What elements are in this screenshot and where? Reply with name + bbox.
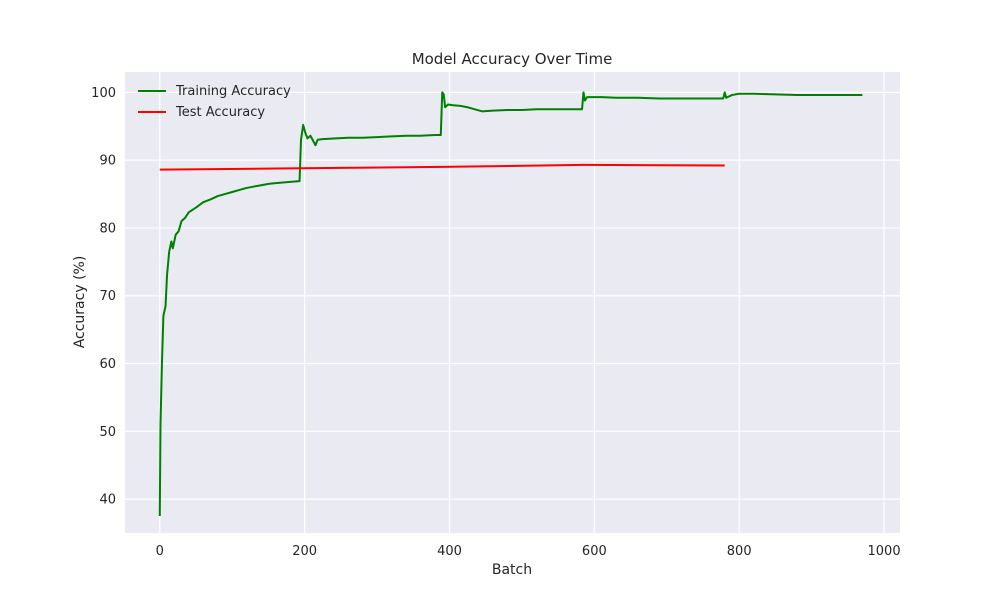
x-tick-label: 0 bbox=[156, 544, 164, 559]
series-lines bbox=[158, 91, 863, 517]
tick-labels: 0 200 400 600 800 1000 40 50 60 70 80 90 100 bbox=[91, 86, 900, 559]
chart-title: Model Accuracy Over Time bbox=[412, 50, 613, 68]
series-line-training-accuracy bbox=[158, 91, 863, 517]
y-tick-label: 90 bbox=[99, 154, 116, 169]
plot-background bbox=[125, 72, 900, 533]
y-tick-label: 50 bbox=[99, 425, 116, 440]
grid bbox=[125, 72, 900, 533]
legend-label-training: Training Accuracy bbox=[175, 84, 291, 99]
y-tick-label: 100 bbox=[91, 86, 116, 101]
legend-label-test: Test Accuracy bbox=[175, 105, 265, 120]
x-tick-label: 200 bbox=[292, 544, 317, 559]
x-tick-label: 1000 bbox=[868, 544, 901, 559]
series-line-test-accuracy bbox=[159, 163, 725, 171]
y-tick-label: 40 bbox=[99, 493, 116, 508]
x-axis-label: Batch bbox=[492, 562, 532, 578]
legend: Training Accuracy Test Accuracy bbox=[138, 84, 291, 120]
x-tick-label: 800 bbox=[727, 544, 752, 559]
y-axis-label: Accuracy (%) bbox=[72, 256, 88, 349]
x-tick-label: 600 bbox=[582, 544, 607, 559]
x-tick-label: 400 bbox=[437, 544, 462, 559]
y-tick-label: 60 bbox=[99, 357, 116, 372]
y-tick-label: 70 bbox=[99, 289, 116, 304]
y-tick-label: 80 bbox=[99, 221, 116, 236]
